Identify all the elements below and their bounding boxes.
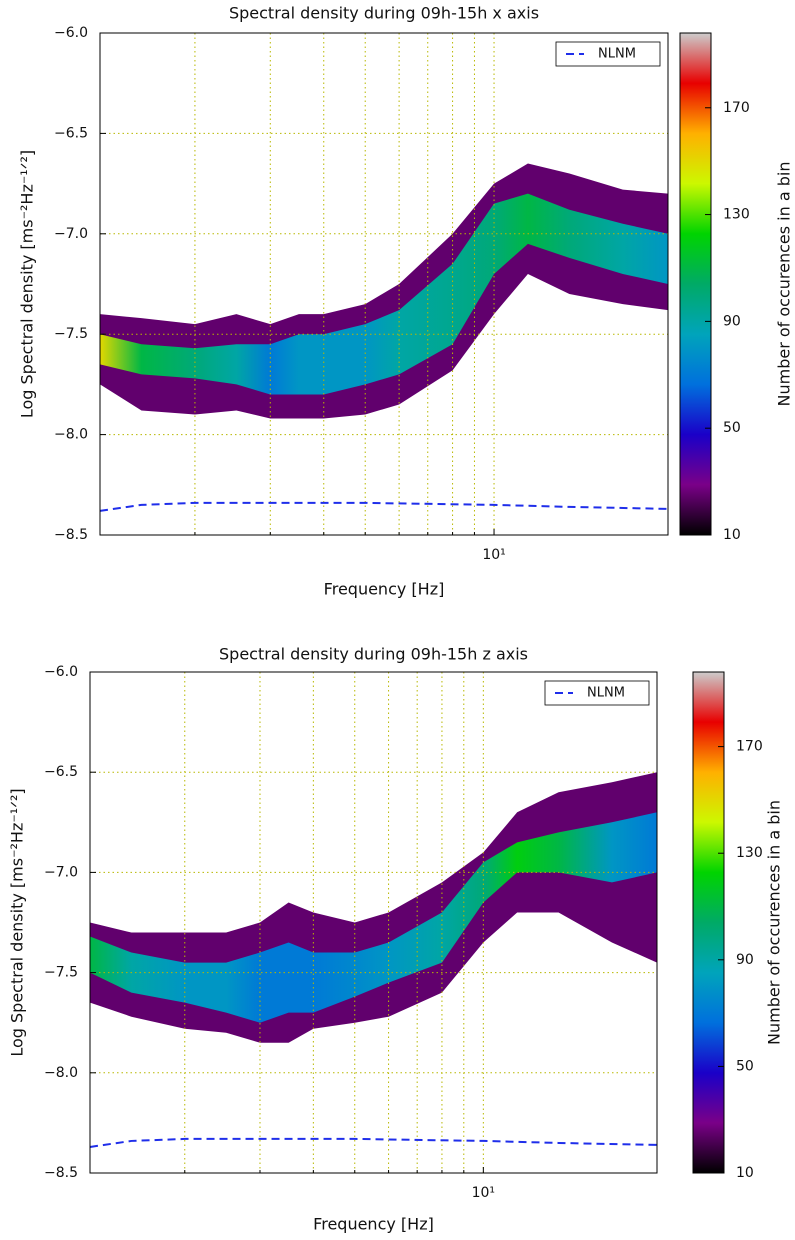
x-tick-label: 10¹ [472, 1185, 495, 1201]
colorbar-tick-label: 10 [723, 527, 741, 543]
plot-frame [99, 32, 669, 536]
chart-title: Spectral density during 09h-15h z axis [219, 645, 528, 664]
colorbar-tick-label: 170 [736, 739, 763, 755]
chart-title: Spectral density during 09h-15h x axis [229, 4, 539, 23]
colorbar-label: Number of occurences in a bin [765, 800, 784, 1045]
x-axis-label: Frequency [Hz] [313, 1215, 434, 1234]
y-tick-label: −8.5 [54, 527, 88, 543]
colorbar-tick-label: 50 [736, 1058, 754, 1074]
y-tick-label: −7.0 [44, 864, 78, 880]
colorbar-tick-label: 130 [723, 207, 750, 223]
colorbar-tick-label: 170 [723, 100, 750, 116]
y-tick-label: −6.0 [44, 664, 78, 680]
y-tick-label: −8.5 [44, 1165, 78, 1181]
y-tick-label: −7.5 [44, 965, 78, 981]
colorbar-tick-label: 130 [736, 845, 763, 861]
chart: Spectral density during 09h-15h x axis −8… [18, 4, 794, 599]
colorbar [679, 32, 712, 536]
legend-label: NLNM [598, 47, 636, 62]
y-tick-label: −6.0 [54, 25, 88, 41]
y-tick-label: −7.0 [54, 226, 88, 242]
nlnm-line [99, 501, 669, 512]
y-tick-label: −7.5 [54, 326, 88, 342]
colorbar-tick-label: 90 [736, 952, 754, 968]
x-tick-label: 10¹ [482, 547, 505, 563]
y-tick-label: −6.5 [54, 125, 88, 141]
y-axis-label: Log Spectral density [ms⁻²Hz⁻¹ᐟ²] [8, 788, 27, 1056]
plot-frame [89, 671, 658, 1174]
colorbar-tick-label: 90 [723, 313, 741, 329]
y-axis-label: Log Spectral density [ms⁻²Hz⁻¹ᐟ²] [18, 150, 37, 418]
density-core [90, 812, 657, 1023]
y-tick-label: −6.5 [44, 764, 78, 780]
y-tick-label: −8.0 [44, 1065, 78, 1081]
colorbar [692, 671, 725, 1174]
density-core [100, 193, 668, 395]
chart: Spectral density during 09h-15h z axis −8… [8, 645, 784, 1234]
colorbar-tick-label: 50 [723, 420, 741, 436]
colorbar-label: Number of occurences in a bin [775, 162, 794, 407]
nlnm-line [89, 1137, 658, 1148]
y-tick-label: −8.0 [54, 427, 88, 443]
colorbar-tick-label: 10 [736, 1165, 754, 1181]
x-axis-label: Frequency [Hz] [324, 580, 445, 599]
legend-label: NLNM [587, 686, 625, 701]
